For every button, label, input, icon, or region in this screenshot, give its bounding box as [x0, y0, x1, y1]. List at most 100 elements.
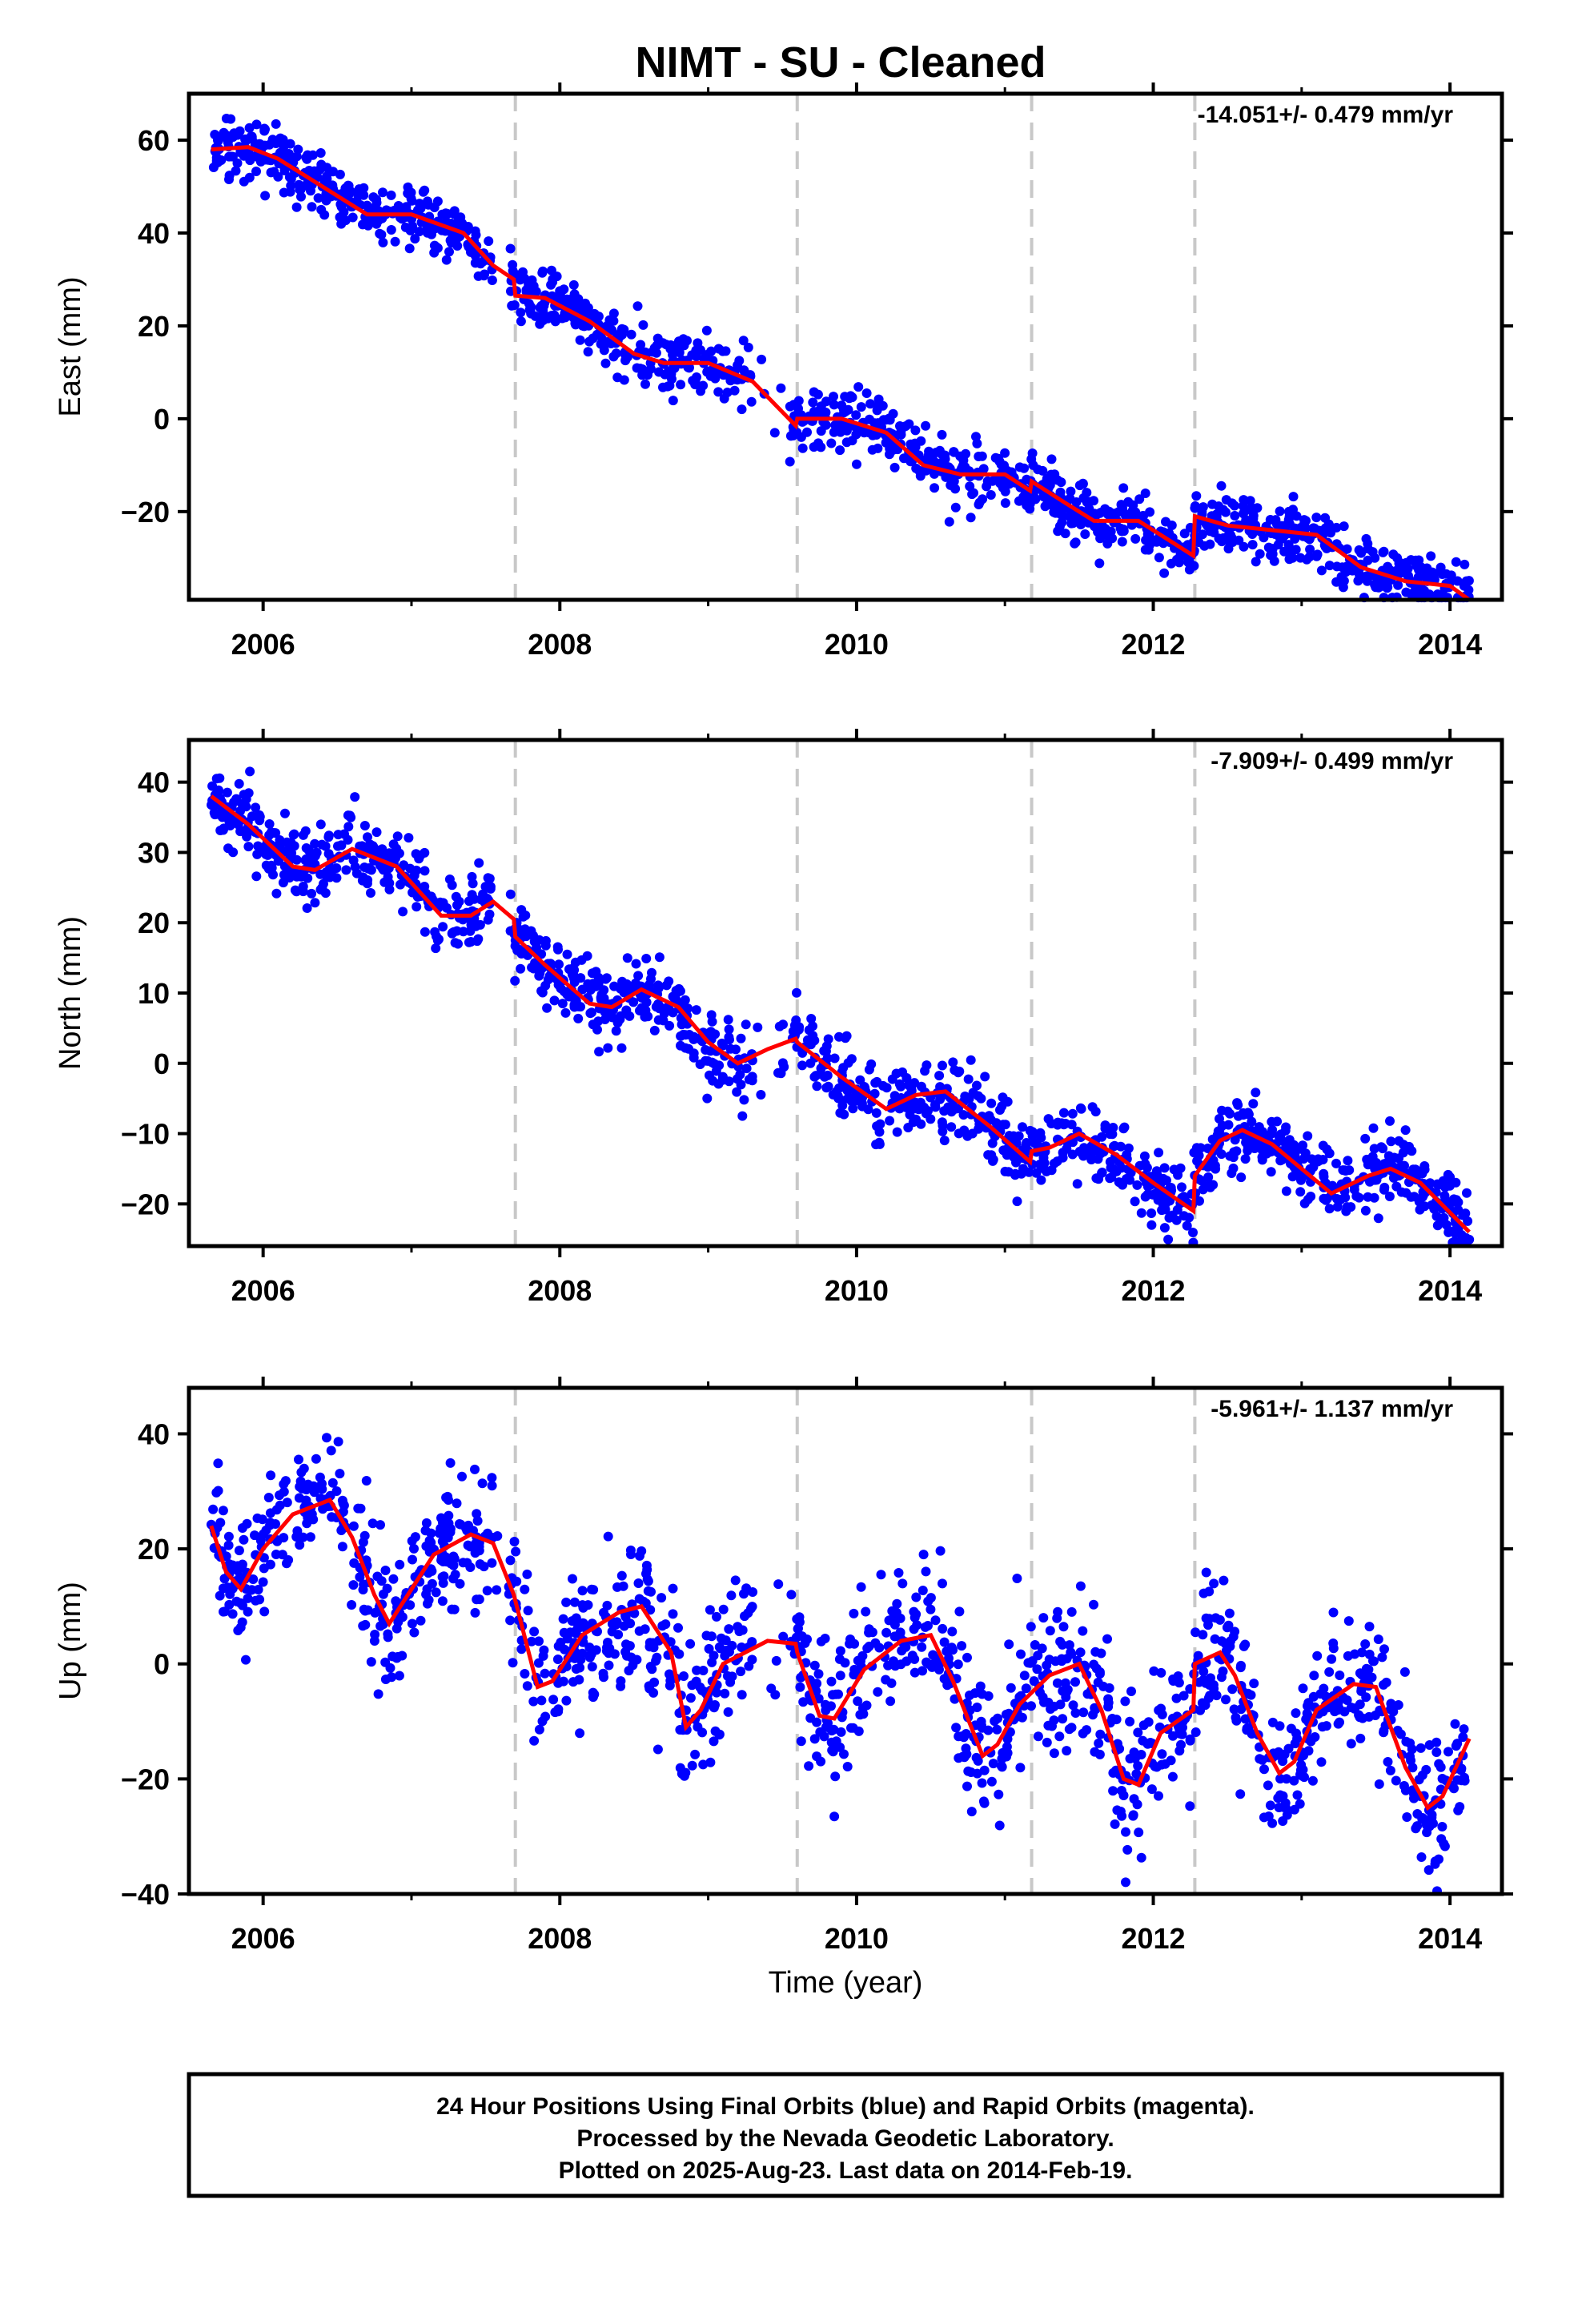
up-data-point — [1038, 1613, 1049, 1623]
up-data-point — [1121, 1877, 1130, 1888]
north-data-point — [336, 840, 347, 850]
up-data-point — [911, 1592, 921, 1602]
up-data-point — [265, 1559, 275, 1570]
up-data-point — [1058, 1622, 1069, 1632]
north-data-point — [474, 858, 484, 868]
up-data-point — [1449, 1783, 1459, 1794]
up-data-point — [1450, 1719, 1460, 1729]
up-data-point — [849, 1670, 859, 1680]
up-data-point — [625, 1545, 636, 1555]
east-data-point — [397, 214, 408, 224]
up-data-point — [901, 1642, 911, 1652]
up-data-point — [1133, 1727, 1143, 1738]
east-data-point — [279, 142, 289, 152]
up-data-point — [909, 1654, 920, 1664]
up-data-point — [421, 1589, 432, 1599]
up-data-point — [603, 1531, 613, 1542]
north-data-point — [1227, 1168, 1237, 1178]
north-data-point — [1114, 1177, 1124, 1188]
up-data-point — [917, 1642, 927, 1652]
up-data-point — [407, 1618, 417, 1629]
east-panel: 2006 2008 2010 2012 2014 −20 0 20 40 60 -14.051+/… — [54, 82, 1513, 661]
up-data-point — [1235, 1789, 1246, 1799]
north-data-point — [641, 954, 652, 963]
up-data-point — [1112, 1805, 1122, 1815]
north-data-point — [228, 847, 239, 858]
up-data-point — [447, 1604, 457, 1614]
up-data-point — [1090, 1747, 1100, 1757]
east-data-point — [393, 204, 404, 215]
north-data-point — [946, 1122, 957, 1132]
up-data-point — [472, 1516, 483, 1526]
up-data-point — [1121, 1827, 1130, 1837]
east-data-point — [717, 346, 728, 356]
up-data-point — [889, 1610, 899, 1621]
east-data-point — [738, 336, 749, 346]
north-x-tick-label: 2014 — [1418, 1274, 1482, 1307]
up-data-point — [793, 1624, 803, 1634]
up-data-point — [1089, 1599, 1098, 1610]
up-data-point — [640, 1624, 650, 1634]
up-data-point — [1409, 1789, 1419, 1799]
up-data-point — [446, 1558, 456, 1569]
north-data-point — [310, 898, 320, 908]
north-data-point — [916, 1119, 926, 1129]
up-data-point — [709, 1651, 719, 1661]
north-data-point — [616, 983, 626, 994]
east-data-point — [1302, 554, 1312, 565]
north-data-point — [921, 1108, 931, 1119]
up-data-point — [770, 1690, 781, 1700]
up-data-point — [457, 1471, 467, 1482]
up-data-point — [737, 1625, 748, 1635]
east-data-point — [375, 228, 385, 239]
north-data-point — [222, 787, 232, 798]
up-data-point — [1129, 1747, 1139, 1758]
east-data-point — [873, 394, 884, 404]
north-data-point — [553, 979, 564, 990]
up-data-point — [938, 1578, 947, 1589]
east-data-point — [769, 428, 780, 438]
east-model-line — [211, 145, 1471, 602]
up-data-point — [690, 1749, 701, 1759]
east-data-point — [1281, 520, 1291, 530]
east-data-point — [1311, 513, 1322, 523]
up-data-point — [395, 1559, 405, 1570]
east-data-point — [1179, 529, 1190, 539]
north-data-point — [438, 922, 448, 932]
east-data-point — [251, 167, 261, 176]
north-data-point — [1243, 1109, 1254, 1120]
up-data-point — [479, 1562, 489, 1572]
up-data-point — [909, 1606, 919, 1617]
east-data-point — [1066, 486, 1076, 497]
up-data-point — [1437, 1774, 1447, 1783]
north-data-point — [1236, 1172, 1247, 1183]
east-data-point — [1140, 489, 1150, 498]
east-data-point — [1050, 469, 1060, 480]
east-data-point — [1446, 570, 1456, 581]
up-data-point — [355, 1503, 366, 1514]
north-data-point — [1251, 1088, 1261, 1098]
up-data-point — [394, 1671, 404, 1681]
east-y-tick-label: 0 — [154, 403, 170, 436]
up-data-point — [640, 1598, 651, 1608]
up-data-point — [327, 1478, 338, 1488]
north-data-point — [677, 1019, 687, 1030]
up-y-axis-label: Up (mm) — [54, 1582, 87, 1700]
north-data-point — [1035, 1128, 1046, 1138]
up-data-point — [536, 1695, 547, 1706]
up-data-point — [472, 1509, 482, 1519]
up-data-point — [1402, 1812, 1412, 1822]
north-data-point — [311, 847, 322, 858]
up-data-point — [795, 1682, 805, 1692]
east-data-point — [241, 135, 251, 146]
north-x-tick-label: 2012 — [1121, 1274, 1185, 1307]
east-data-point — [690, 376, 701, 386]
east-data-point — [1053, 526, 1063, 537]
up-data-point — [1095, 1729, 1106, 1739]
up-data-point — [829, 1811, 840, 1822]
north-data-point — [404, 833, 414, 843]
east-data-point — [702, 367, 713, 377]
east-data-point — [420, 185, 430, 195]
up-data-point — [355, 1572, 365, 1582]
north-data-point — [647, 967, 656, 978]
